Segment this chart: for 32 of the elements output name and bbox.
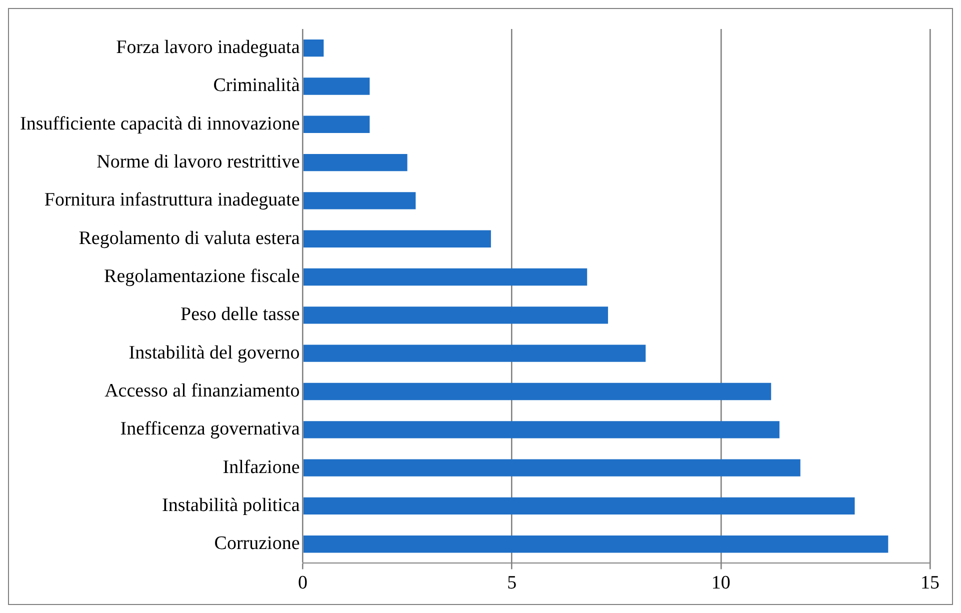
y-tick-label: Fornitura infastruttura inadeguate [44,190,300,211]
x-tick-label: 15 [920,572,940,594]
bar [303,421,780,438]
bar [303,230,491,248]
y-tick-label: Insufficiente capacità di innovazione [20,113,300,134]
y-tick-label: Corruzione [214,533,300,554]
bar [303,306,608,324]
x-tick-label: 5 [507,572,517,594]
bar [303,78,370,95]
x-tick-label: 10 [711,572,730,594]
bar [303,116,370,133]
y-tick-label: Peso delle tasse [180,304,300,326]
y-tick-label: Criminalità [213,75,300,96]
bar [303,382,772,400]
bar [303,154,408,172]
y-tick-label: Instabilità politica [162,494,300,516]
x-tick-label: 0 [298,572,308,594]
bar [303,497,855,515]
y-tick-label: Forza lavoro inadeguata [116,37,300,58]
y-tick-label: Regolamento di valuta estera [78,228,300,249]
bar [303,39,324,57]
bar [303,459,800,476]
y-tick-label: Accesso al finanziamento [104,380,300,402]
y-tick-label: Inlfazione [222,456,300,478]
bar [303,536,888,553]
bar [303,344,646,362]
y-tick-label: Instabilità del governo [128,342,300,364]
bar [303,192,416,210]
y-tick-label: Regolamentazione fiscale [104,266,300,288]
y-tick-label: Inefficenza governativa [120,418,300,440]
y-tick-label: Norme di lavoro restrittive [96,152,300,173]
bar [303,268,588,286]
